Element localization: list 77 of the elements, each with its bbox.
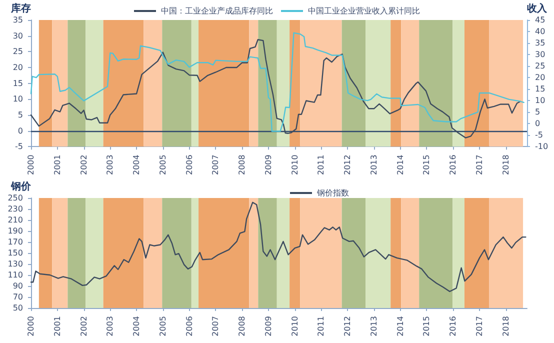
x-tick-label: 2003 [106, 316, 115, 336]
x-tick-label: 2007 [211, 154, 220, 175]
x-tick-label: 2002 [79, 154, 88, 175]
y-tick-label: 15 [12, 78, 23, 88]
x-tick-label: 2010 [290, 316, 300, 336]
y-tick-label: 170 [8, 238, 23, 246]
y-axis-title: 库存 [10, 2, 31, 14]
x-tick-label: 2009 [264, 316, 273, 336]
x-tick-label: 2001 [52, 316, 62, 336]
x-tick-label: 2004 [132, 154, 142, 175]
y-tick-label: 35 [12, 16, 23, 24]
x-tick-label: 2015 [422, 316, 432, 336]
y2-tick-label: 15 [535, 84, 546, 94]
y2-tick-label: 20 [535, 73, 546, 82]
y-tick-label: 70 [12, 292, 23, 302]
x-tick-label: 2008 [238, 154, 247, 175]
x-tick-label: 2011 [316, 154, 326, 175]
y2-tick-label: -10 [535, 142, 548, 152]
x-tick-label: 2011 [316, 316, 326, 336]
x-tick-label: 2014 [396, 316, 405, 336]
x-tick-label: 2002 [79, 316, 88, 336]
y2-tick-label: -5 [535, 130, 543, 140]
x-tick-label: 2016 [448, 154, 458, 175]
x-tick-label: 2010 [290, 154, 300, 175]
y2-tick-label: 0 [535, 119, 540, 128]
x-tick-label: 2018 [501, 154, 510, 175]
y-tick-label: -5 [15, 142, 23, 152]
x-tick-label: 2008 [238, 316, 247, 336]
x-tick-label: 2013 [369, 154, 378, 175]
y2-axis-title: 收入 [527, 2, 548, 14]
x-tick-label: 2001 [52, 154, 62, 175]
y-tick-label: 10 [12, 94, 23, 104]
y2-tick-label: 10 [535, 96, 546, 106]
y2-tick-label: 5 [535, 108, 540, 117]
y2-tick-label: 45 [535, 16, 546, 24]
x-tick-label: 2003 [106, 154, 115, 175]
x-tick-label: 2000 [26, 316, 36, 336]
y-tick-label: 90 [12, 282, 23, 290]
y2-tick-label: 30 [535, 50, 546, 60]
x-tick-label: 2005 [158, 316, 168, 336]
y-tick-label: 130 [8, 260, 23, 268]
y-tick-label: 5 [18, 110, 23, 120]
y-tick-label: 210 [8, 216, 23, 224]
line-series [30, 202, 526, 292]
x-tick-label: 2005 [158, 154, 168, 175]
x-tick-label: 2006 [184, 154, 194, 175]
y2-tick-label: 35 [535, 38, 546, 48]
y2-tick-label: 25 [535, 62, 546, 71]
legend-label: 中国工业企业营业收入累计同比 [308, 6, 420, 16]
y-tick-label: 50 [12, 304, 23, 312]
x-tick-label: 2012 [343, 154, 352, 175]
x-tick-label: 2004 [132, 316, 142, 336]
x-tick-label: 2012 [343, 316, 352, 336]
y-tick-label: 190 [8, 226, 23, 236]
y-axis-title: 钢价 [10, 180, 32, 192]
y2-tick-label: 40 [535, 27, 546, 36]
y-tick-label: 20 [12, 62, 23, 72]
x-tick-label: 2007 [211, 316, 220, 336]
x-tick-label: 2014 [396, 154, 405, 175]
legend-label: 钢价指数 [316, 188, 349, 198]
y-tick-label: 0 [18, 126, 23, 136]
legend-label: 中国：工业企业产成品库存同比 [161, 6, 273, 16]
x-tick-label: 2006 [184, 316, 194, 336]
x-tick-label: 2009 [264, 154, 273, 175]
x-tick-label: 2013 [369, 316, 378, 336]
x-tick-label: 2018 [501, 316, 510, 336]
x-tick-label: 2015 [422, 154, 432, 175]
y-tick-label: 25 [12, 47, 23, 56]
y-tick-label: 150 [8, 248, 23, 258]
x-tick-label: 2017 [475, 154, 484, 175]
y-tick-label: 110 [8, 270, 23, 280]
y-tick-label: 250 [8, 194, 23, 202]
x-tick-label: 2000 [26, 154, 36, 175]
x-tick-label: 2016 [448, 316, 458, 336]
y-tick-label: 230 [8, 204, 23, 214]
x-tick-label: 2017 [475, 316, 484, 336]
y-tick-label: 30 [12, 31, 23, 40]
